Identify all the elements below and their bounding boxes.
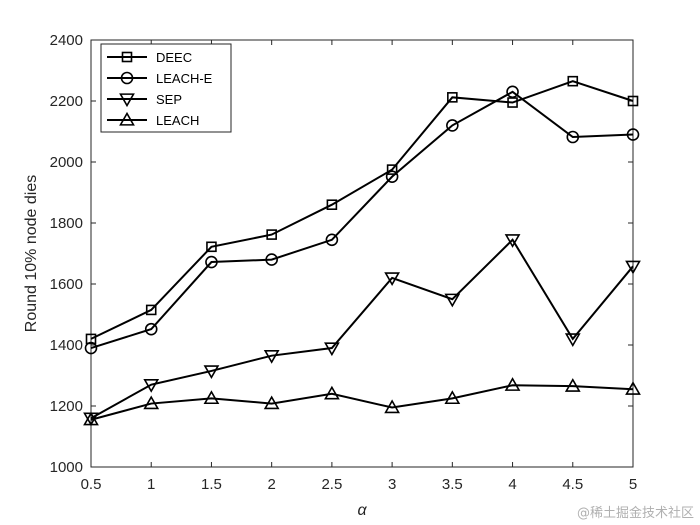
data-point-sep: [203, 365, 220, 380]
data-point-deec: [386, 164, 398, 175]
data-point-leach: [564, 378, 581, 392]
series-line-deec: [90, 80, 634, 340]
legend-label: LEACH-E: [156, 71, 213, 86]
x-tick-label: 2: [267, 476, 275, 493]
x-tick-label: 1: [147, 476, 155, 493]
data-point-leach-e: [144, 322, 158, 336]
y-axis: 1000 1200 1400 1600 1800 2000 2200 2400: [50, 32, 633, 476]
legend-entry-sep: SEP: [107, 92, 182, 108]
data-point-leach: [324, 385, 340, 400]
data-point-sep: [384, 272, 400, 287]
data-point-leach: [625, 381, 641, 395]
data-point-leach-e: [385, 170, 399, 183]
data-point-deec: [85, 333, 97, 345]
data-point-sep: [143, 378, 160, 393]
watermark: @稀土掘金技术社区: [576, 506, 694, 521]
series-line-leach-e: [90, 90, 634, 350]
data-point-leach: [384, 399, 400, 414]
legend-marker-deec: [121, 51, 133, 63]
series-leach-e: [84, 85, 640, 355]
x-tick-label: 0.5: [81, 476, 102, 493]
data-point-deec: [145, 304, 157, 316]
series-leach: [83, 377, 641, 426]
y-tick-label: 2200: [50, 93, 83, 110]
data-point-deec: [266, 229, 277, 240]
data-point-leach-e: [506, 85, 519, 99]
data-point-sep: [625, 260, 641, 275]
legend-marker-sep: [119, 93, 135, 108]
x-tick-label: 3: [388, 476, 396, 493]
legend-label: SEP: [156, 92, 182, 107]
legend-entry-deec: DEEC: [107, 50, 192, 65]
legend-label: LEACH: [156, 113, 199, 128]
series-deec: [85, 75, 639, 345]
data-point-sep: [564, 333, 581, 348]
data-point-leach-e: [325, 233, 339, 247]
x-tick-label: 5: [629, 476, 637, 493]
y-tick-label: 1200: [50, 398, 83, 415]
data-point-leach: [263, 395, 280, 410]
data-point-leach-e: [446, 119, 459, 132]
data-point-leach: [203, 390, 220, 405]
legend-marker-leach-e: [120, 71, 134, 85]
x-tick-label: 2.5: [321, 476, 342, 493]
x-axis: 0.5 1 1.5 2 2.5 3 3.5 4 4.5 5: [81, 40, 637, 493]
data-point-deec: [627, 95, 639, 107]
x-tick-label: 4: [508, 476, 516, 493]
series-layer: [83, 75, 641, 427]
data-point-deec: [326, 199, 338, 210]
y-tick-label: 2000: [50, 154, 83, 171]
y-tick-label: 2400: [50, 32, 83, 49]
data-point-leach-e: [626, 128, 640, 141]
legend-label: DEEC: [156, 50, 192, 65]
data-point-sep: [444, 293, 461, 308]
y-tick-label: 1000: [50, 459, 83, 476]
data-point-leach-e: [84, 341, 98, 355]
legend-entry-leach-e: LEACH-E: [107, 71, 213, 86]
y-tick-label: 1600: [50, 276, 83, 293]
legend: DEEC LEACH-E SEP LEACH: [100, 43, 232, 133]
data-point-deec: [206, 241, 217, 253]
data-point-deec: [567, 75, 579, 87]
data-point-leach: [504, 377, 521, 391]
x-tick-label: 1.5: [201, 476, 222, 493]
legend-entry-leach: LEACH: [107, 111, 199, 128]
data-point-sep: [324, 342, 340, 357]
data-point-deec: [447, 92, 458, 103]
data-point-leach: [444, 390, 461, 405]
y-axis-label: Round 10% node dies: [23, 175, 40, 332]
x-tick-label: 3.5: [442, 476, 463, 493]
data-point-leach: [83, 411, 99, 426]
data-point-sep: [504, 234, 521, 248]
x-tick-label: 4.5: [562, 476, 583, 493]
data-point-leach: [143, 395, 160, 410]
data-point-sep: [263, 349, 280, 364]
series-line-leach: [90, 384, 634, 421]
y-tick-label: 1400: [50, 337, 83, 354]
legend-marker-leach: [119, 111, 135, 126]
series-line-sep: [90, 238, 634, 420]
data-point-leach-e: [205, 255, 218, 269]
y-tick-label: 1800: [50, 215, 83, 232]
data-point-leach-e: [566, 130, 580, 144]
data-point-leach-e: [265, 253, 278, 266]
x-axis-label: α: [357, 502, 367, 519]
